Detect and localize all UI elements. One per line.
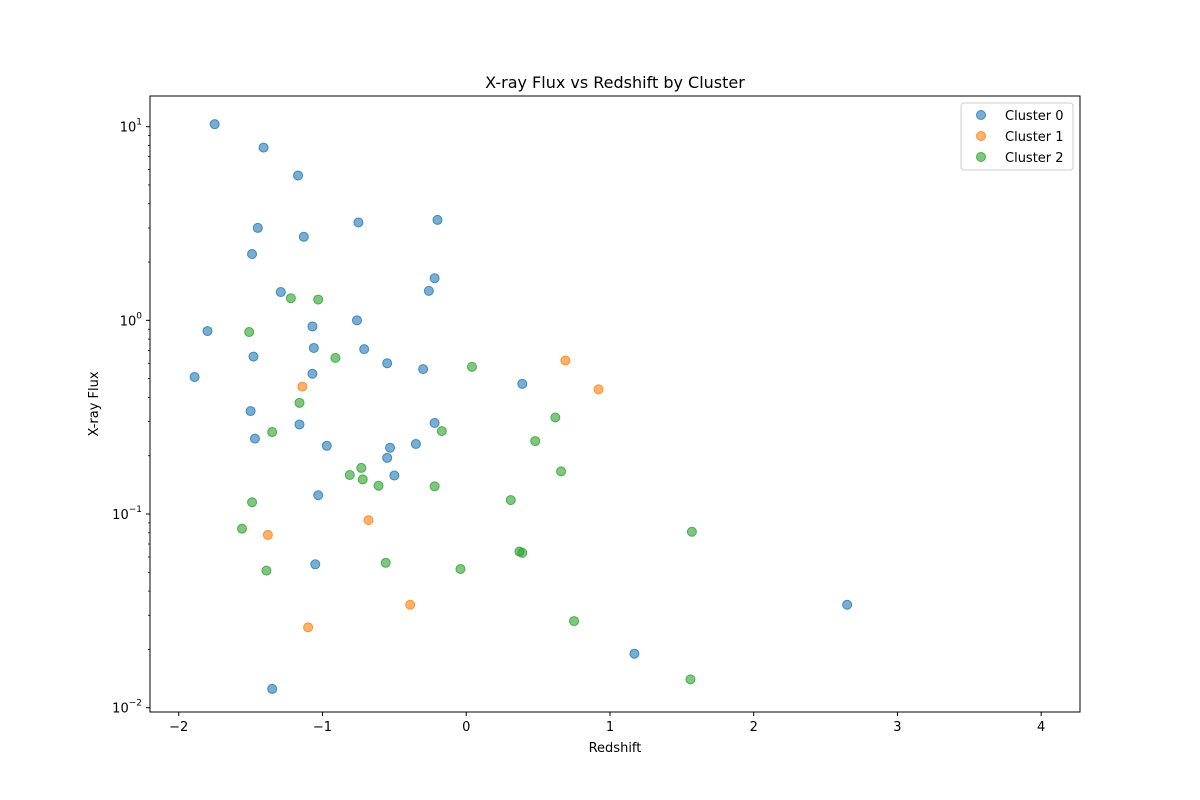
cluster-2-point [530,436,541,447]
cluster-2-point [357,474,368,485]
cluster-2-point [236,523,247,534]
legend: Cluster 0 Cluster 1 Cluster 2 [960,102,1074,171]
cluster-0-point [209,119,220,130]
cluster-0-point [310,559,321,570]
cluster-0-point [429,418,440,429]
cluster-2-point [267,427,278,438]
cluster-2-point [685,674,696,685]
cluster-0-point [275,287,286,298]
cluster-1-point [262,529,273,540]
cluster-0-point [629,648,640,659]
cluster-0-point [252,222,263,233]
cluster-2-point [344,470,355,481]
cluster-0-point [308,342,319,353]
cluster-2-point [330,352,341,363]
cluster-0-point [293,170,304,181]
cluster-0-point [321,440,332,451]
cluster-2-point [380,557,391,568]
cluster-0-point [517,378,528,389]
x-axis-label: Redshift [589,741,642,756]
cluster-2-point [356,462,367,473]
x-tick-label: 0 [462,720,470,735]
cluster-2-point [569,616,580,627]
cluster-0-point [202,326,213,337]
cluster-0-point [313,490,324,501]
cluster-0-point [429,273,440,284]
cluster-2-point [505,495,516,506]
cluster-2-point [247,497,258,508]
y-axis-label: X-ray Flux [87,371,102,436]
cluster-0-point [410,438,421,449]
legend-marker [976,131,986,141]
cluster-0-point [382,452,393,463]
legend-label: Cluster 2 [1005,151,1064,166]
cluster-0-point [294,419,305,430]
cluster-2-point [466,361,477,372]
legend-label: Cluster 1 [1005,130,1064,145]
x-tick-label: 3 [893,720,901,735]
cluster-1-point [363,515,374,526]
cluster-2-point [517,547,528,558]
y-tick-label: 101 [120,118,142,136]
cluster-0-point [258,142,269,153]
legend-marker [976,110,986,120]
cluster-2-point [686,526,697,537]
cluster-0-point [842,599,853,610]
legend-label: Cluster 0 [1005,109,1064,124]
cluster-0-point [389,470,400,481]
cluster-1-point [560,355,571,366]
cluster-1-point [593,384,604,395]
cluster-0-point [189,371,200,382]
y-tick-label: 10−1 [112,505,142,523]
cluster-0-point [245,406,256,417]
cluster-2-point [285,293,296,304]
cluster-0-point [249,433,260,444]
x-tick-label: 1 [606,720,614,735]
cluster-2-point [436,426,447,437]
axes-frame [149,95,1081,713]
cluster-2-point [429,481,440,492]
x-tick-label: −2 [169,720,188,735]
cluster-2-point [294,397,305,408]
cluster-0-point [247,249,258,260]
cluster-1-point [303,622,314,633]
cluster-2-point [455,564,466,575]
cluster-0-point [351,315,362,326]
cluster-0-point [307,321,318,332]
cluster-2-point [550,412,561,423]
cluster-0-point [418,364,429,375]
cluster-0-point [385,442,396,453]
cluster-0-point [298,231,309,242]
cluster-2-point [261,565,272,576]
cluster-0-point [267,683,278,694]
cluster-2-point [556,466,567,477]
cluster-0-point [353,217,364,228]
axis-ticks: −2 −1 0 1 2 3 4 10−2 10−1 100 101 [112,118,1045,735]
cluster-0-point [359,344,370,355]
y-tick-label: 100 [120,311,143,329]
cluster-2-point [244,327,255,338]
plot-marks [189,119,853,694]
x-tick-label: −1 [313,720,332,735]
cluster-1-point [297,381,308,392]
x-tick-label: 2 [750,720,758,735]
legend-box [960,102,1074,171]
cluster-1-point [405,599,416,610]
chart-title: X-ray Flux vs Redshift by Cluster [485,73,745,92]
legend-marker [976,152,986,162]
cluster-0-point [248,351,259,362]
x-tick-label: 4 [1037,720,1045,735]
cluster-2-point [313,294,324,305]
cluster-0-point [423,285,434,296]
y-tick-label: 10−2 [112,699,142,717]
cluster-2-point [373,480,384,491]
cluster-0-point [307,368,318,379]
cluster-0-point [432,214,443,225]
cluster-0-point [382,358,393,369]
